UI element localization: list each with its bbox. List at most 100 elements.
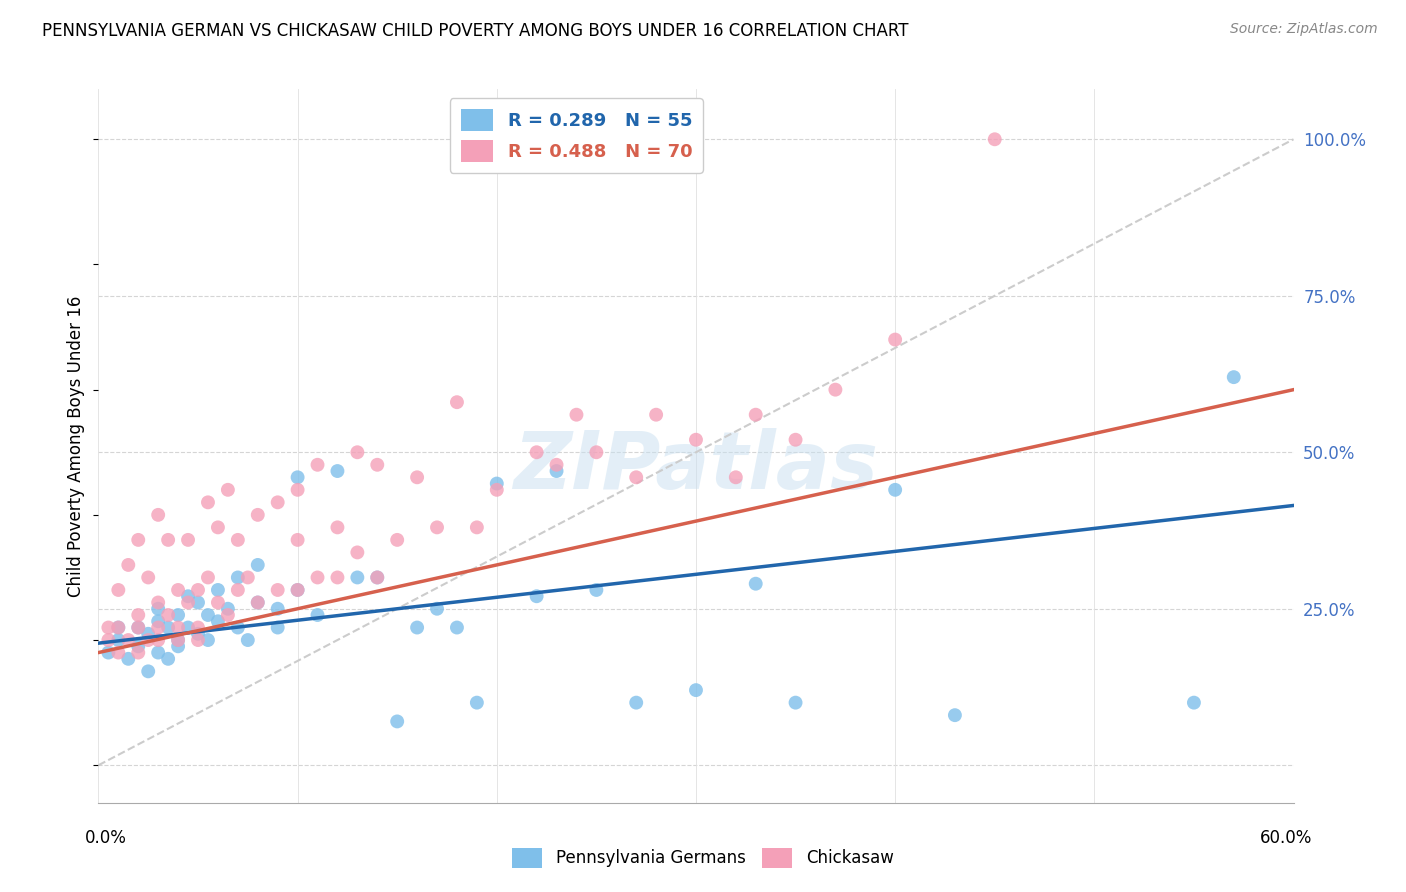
Text: 0.0%: 0.0% bbox=[84, 829, 127, 847]
Point bbox=[366, 570, 388, 584]
Point bbox=[546, 464, 568, 478]
Text: ZIPatlas: ZIPatlas bbox=[513, 428, 879, 507]
Point bbox=[136, 665, 159, 679]
Point bbox=[246, 595, 269, 609]
Point bbox=[187, 595, 209, 609]
Point bbox=[685, 683, 707, 698]
Point bbox=[167, 633, 190, 648]
Point bbox=[326, 570, 349, 584]
Point bbox=[685, 433, 707, 447]
Point bbox=[485, 476, 508, 491]
Point bbox=[246, 508, 269, 522]
Point bbox=[217, 601, 239, 615]
Point bbox=[585, 445, 607, 459]
Point bbox=[267, 621, 290, 635]
Point bbox=[984, 132, 1007, 146]
Point bbox=[117, 652, 139, 666]
Point bbox=[287, 483, 309, 497]
Point bbox=[307, 570, 329, 584]
Point bbox=[167, 621, 190, 635]
Point bbox=[236, 633, 259, 648]
Point bbox=[197, 570, 219, 584]
Point bbox=[157, 607, 180, 622]
Point bbox=[485, 483, 508, 497]
Point bbox=[197, 633, 219, 648]
Point bbox=[346, 570, 368, 584]
Point bbox=[346, 545, 368, 559]
Point bbox=[1182, 696, 1205, 710]
Point bbox=[526, 445, 548, 459]
Point bbox=[136, 633, 159, 648]
Point bbox=[465, 520, 488, 534]
Point bbox=[287, 582, 309, 597]
Point bbox=[117, 558, 139, 572]
Point bbox=[157, 533, 180, 547]
Point bbox=[136, 627, 159, 641]
Point bbox=[187, 621, 209, 635]
Point bbox=[267, 582, 290, 597]
Point bbox=[127, 607, 149, 622]
Point bbox=[117, 633, 139, 648]
Point bbox=[346, 445, 368, 459]
Point bbox=[148, 646, 170, 660]
Point bbox=[446, 395, 468, 409]
Point bbox=[236, 570, 259, 584]
Point bbox=[136, 570, 159, 584]
Point bbox=[326, 464, 349, 478]
Point bbox=[187, 582, 209, 597]
Point bbox=[127, 621, 149, 635]
Point bbox=[148, 508, 170, 522]
Point bbox=[465, 696, 488, 710]
Point bbox=[267, 601, 290, 615]
Point bbox=[107, 646, 129, 660]
Point bbox=[785, 433, 807, 447]
Point bbox=[785, 696, 807, 710]
Point bbox=[207, 595, 229, 609]
Point bbox=[177, 621, 200, 635]
Text: Source: ZipAtlas.com: Source: ZipAtlas.com bbox=[1230, 22, 1378, 37]
Point bbox=[745, 408, 768, 422]
Point bbox=[226, 621, 249, 635]
Point bbox=[167, 633, 190, 648]
Point bbox=[366, 458, 388, 472]
Point bbox=[107, 621, 129, 635]
Point bbox=[546, 458, 568, 472]
Point bbox=[177, 533, 200, 547]
Point bbox=[385, 714, 409, 729]
Legend: Pennsylvania Germans, Chickasaw: Pennsylvania Germans, Chickasaw bbox=[506, 841, 900, 875]
Point bbox=[406, 470, 429, 484]
Point bbox=[157, 652, 180, 666]
Point bbox=[148, 601, 170, 615]
Point bbox=[585, 582, 607, 597]
Point bbox=[157, 621, 180, 635]
Point bbox=[207, 614, 229, 628]
Point bbox=[526, 589, 548, 603]
Point bbox=[127, 640, 149, 654]
Point bbox=[177, 595, 200, 609]
Point bbox=[287, 470, 309, 484]
Point bbox=[148, 614, 170, 628]
Point bbox=[884, 333, 907, 347]
Point bbox=[217, 483, 239, 497]
Point bbox=[207, 520, 229, 534]
Point bbox=[197, 495, 219, 509]
Point bbox=[745, 576, 768, 591]
Point bbox=[187, 633, 209, 648]
Point bbox=[107, 621, 129, 635]
Y-axis label: Child Poverty Among Boys Under 16: Child Poverty Among Boys Under 16 bbox=[67, 295, 86, 597]
Point bbox=[127, 621, 149, 635]
Point bbox=[246, 595, 269, 609]
Point bbox=[148, 621, 170, 635]
Point bbox=[167, 607, 190, 622]
Point bbox=[645, 408, 668, 422]
Point bbox=[406, 621, 429, 635]
Point bbox=[127, 533, 149, 547]
Point bbox=[246, 558, 269, 572]
Point bbox=[107, 633, 129, 648]
Point bbox=[148, 633, 170, 648]
Point bbox=[724, 470, 747, 484]
Point bbox=[226, 570, 249, 584]
Legend: R = 0.289   N = 55, R = 0.488   N = 70: R = 0.289 N = 55, R = 0.488 N = 70 bbox=[450, 98, 703, 173]
Point bbox=[97, 633, 120, 648]
Point bbox=[167, 640, 190, 654]
